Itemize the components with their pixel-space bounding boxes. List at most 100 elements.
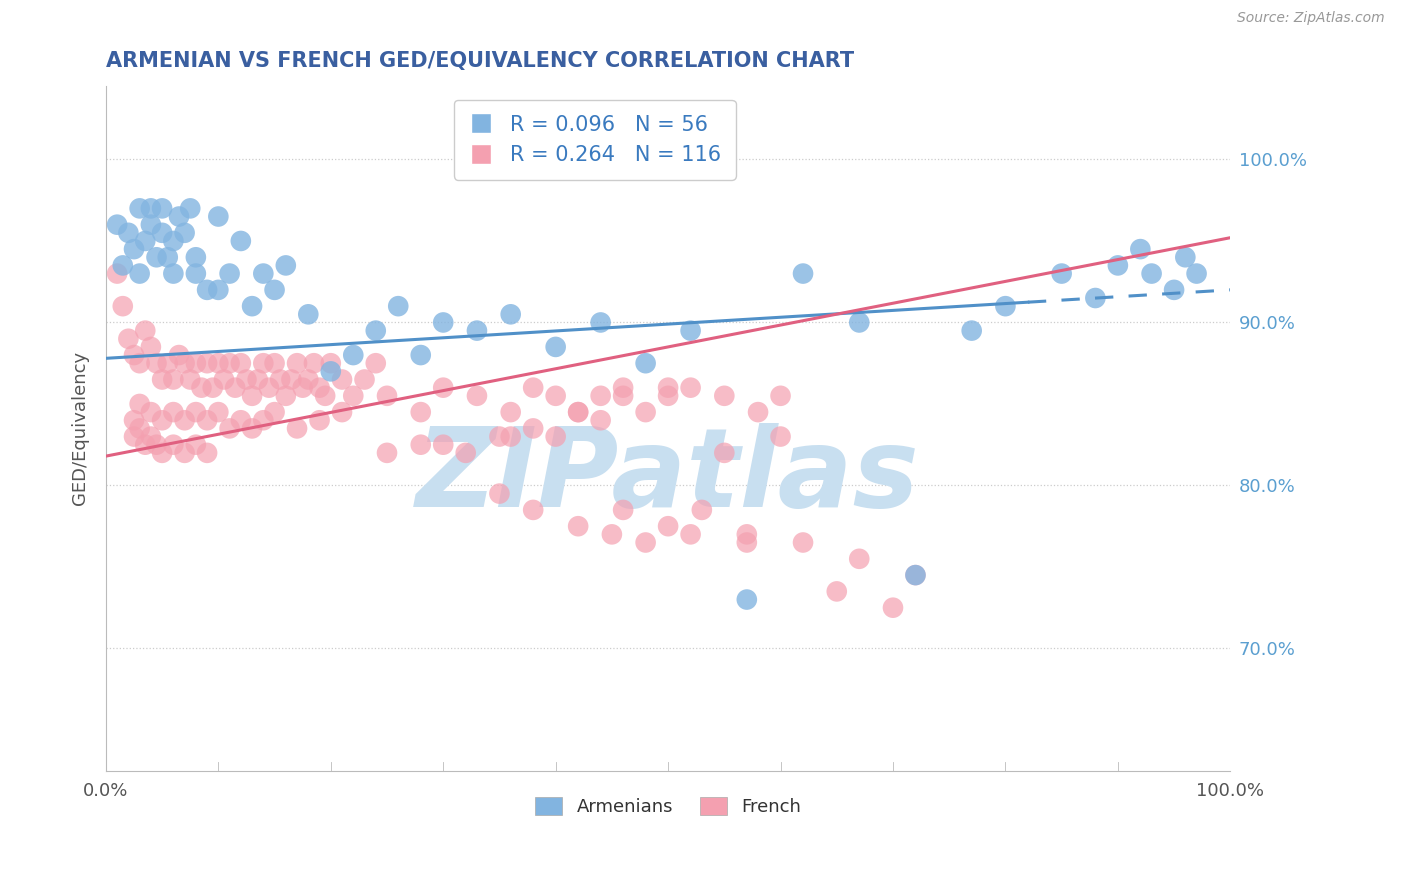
Point [128, 397, 150, 411]
Point [848, 551, 870, 566]
Point [634, 405, 657, 419]
Point [792, 267, 814, 281]
Point [246, 372, 269, 386]
Point [488, 429, 510, 443]
Point [240, 299, 263, 313]
Point [342, 348, 364, 362]
Point [544, 340, 567, 354]
Point [994, 299, 1017, 313]
Point [522, 381, 544, 395]
Point [122, 348, 145, 362]
Point [145, 250, 167, 264]
Point [522, 503, 544, 517]
Point [567, 405, 589, 419]
Point [567, 405, 589, 419]
Point [128, 356, 150, 370]
Point [375, 446, 398, 460]
Point [634, 356, 657, 370]
Point [229, 413, 252, 427]
Point [263, 356, 285, 370]
Point [162, 405, 184, 419]
Point [342, 389, 364, 403]
Point [184, 250, 207, 264]
Point [432, 316, 454, 330]
Point [184, 438, 207, 452]
Point [465, 324, 488, 338]
Point [657, 389, 679, 403]
Point [105, 267, 128, 281]
Point [747, 405, 769, 419]
Point [904, 568, 927, 582]
Y-axis label: GED/Equivalency: GED/Equivalency [72, 351, 89, 506]
Point [291, 381, 314, 395]
Point [769, 389, 792, 403]
Point [432, 381, 454, 395]
Point [240, 389, 263, 403]
Point [252, 356, 274, 370]
Point [207, 210, 229, 224]
Point [302, 356, 325, 370]
Point [960, 324, 983, 338]
Point [201, 381, 224, 395]
Point [735, 535, 758, 549]
Point [1107, 259, 1129, 273]
Point [465, 389, 488, 403]
Point [792, 535, 814, 549]
Point [634, 535, 657, 549]
Point [139, 429, 162, 443]
Point [167, 210, 190, 224]
Point [522, 421, 544, 435]
Point [252, 413, 274, 427]
Point [657, 381, 679, 395]
Point [150, 413, 173, 427]
Point [150, 446, 173, 460]
Point [218, 421, 240, 435]
Point [679, 527, 702, 541]
Point [657, 519, 679, 533]
Point [240, 421, 263, 435]
Point [269, 372, 291, 386]
Point [589, 413, 612, 427]
Point [139, 340, 162, 354]
Point [308, 413, 330, 427]
Point [167, 348, 190, 362]
Point [224, 381, 246, 395]
Point [134, 234, 156, 248]
Point [111, 259, 134, 273]
Point [145, 356, 167, 370]
Point [207, 283, 229, 297]
Point [297, 372, 319, 386]
Point [544, 429, 567, 443]
Point [195, 283, 218, 297]
Point [679, 381, 702, 395]
Point [612, 389, 634, 403]
Point [882, 600, 904, 615]
Point [713, 389, 735, 403]
Text: ARMENIAN VS FRENCH GED/EQUIVALENCY CORRELATION CHART: ARMENIAN VS FRENCH GED/EQUIVALENCY CORRE… [105, 51, 853, 70]
Point [156, 356, 179, 370]
Point [375, 389, 398, 403]
Point [364, 324, 387, 338]
Point [904, 568, 927, 582]
Point [432, 438, 454, 452]
Point [612, 381, 634, 395]
Point [600, 527, 623, 541]
Point [848, 316, 870, 330]
Point [128, 202, 150, 216]
Point [184, 267, 207, 281]
Point [134, 438, 156, 452]
Point [679, 324, 702, 338]
Point [263, 405, 285, 419]
Point [1050, 267, 1073, 281]
Point [173, 446, 195, 460]
Point [1129, 242, 1152, 256]
Point [190, 381, 212, 395]
Point [117, 226, 139, 240]
Point [195, 356, 218, 370]
Point [297, 307, 319, 321]
Point [139, 218, 162, 232]
Point [314, 389, 336, 403]
Point [173, 356, 195, 370]
Point [735, 527, 758, 541]
Point [1174, 250, 1197, 264]
